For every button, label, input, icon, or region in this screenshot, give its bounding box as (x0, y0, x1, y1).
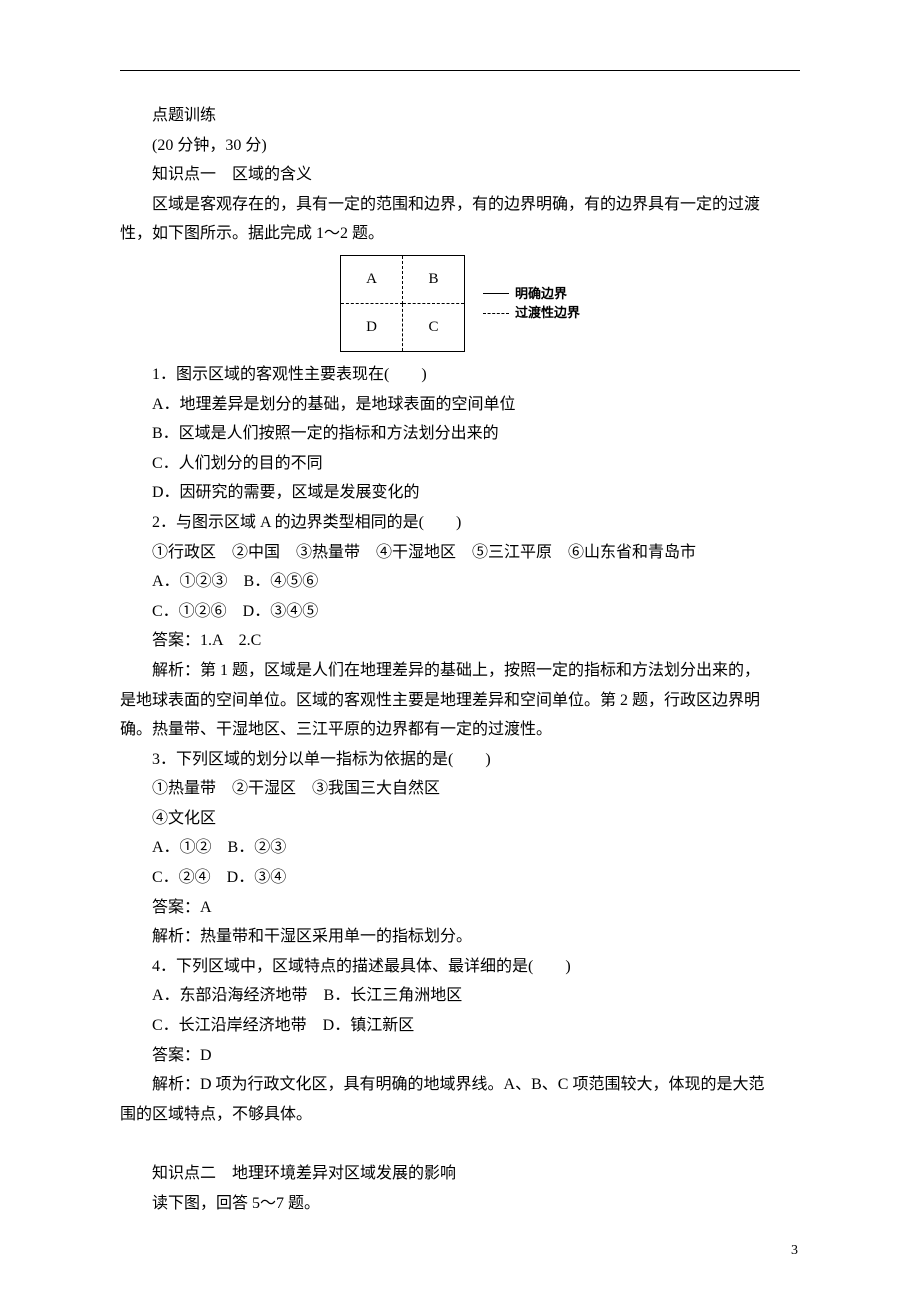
solid-line-icon (483, 293, 509, 294)
page-number: 3 (791, 1238, 798, 1264)
q3-opts1: A．①② B．②③ (120, 833, 800, 863)
horizontal-rule (120, 70, 800, 71)
diagram-legend: 明确边界 过渡性边界 (483, 284, 580, 323)
ans12-expl1: 解析：第 1 题，区域是人们在地理差异的基础上，按照一定的指标和方法划分出来的， (120, 656, 800, 686)
kp1-title: 知识点一 区域的含义 (120, 160, 800, 190)
timing-text: (20 分钟，30 分) (120, 131, 800, 161)
q3-answer: 答案：A (120, 893, 800, 923)
blank-line (120, 1129, 800, 1159)
diagram-grid: A B D C (340, 255, 465, 352)
q3-opts2: C．②④ D．③④ (120, 863, 800, 893)
q1-optB: B．区域是人们按照一定的指标和方法划分出来的 (120, 419, 800, 449)
dashed-line-icon (483, 313, 509, 314)
q3-items2: ④文化区 (120, 804, 800, 834)
ans12-answer: 答案：1.A 2.C (120, 626, 800, 656)
q3-stem: 3．下列区域的划分以单一指标为依据的是( ) (120, 745, 800, 775)
q1-optA: A．地理差异是划分的基础，是地球表面的空间单位 (120, 390, 800, 420)
q1-stem: 1．图示区域的客观性主要表现在( ) (120, 360, 800, 390)
q2-opts2: C．①②⑥ D．③④⑤ (120, 597, 800, 627)
legend-dashed-label: 过渡性边界 (515, 303, 580, 323)
ans12-expl2: 是地球表面的空间单位。区域的客观性主要是地理差异和空间单位。第 2 题，行政区边… (120, 686, 800, 716)
legend-solid-label: 明确边界 (515, 284, 567, 304)
kp2-instr: 读下图，回答 5～7 题。 (120, 1189, 800, 1219)
cell-d: D (340, 303, 402, 351)
region-diagram: A B D C 明确边界 过渡性边界 (120, 255, 800, 352)
q1-optC: C．人们划分的目的不同 (120, 449, 800, 479)
q4-expl2: 围的区域特点，不够具体。 (120, 1100, 800, 1130)
q1-optD: D．因研究的需要，区域是发展变化的 (120, 478, 800, 508)
q4-expl1: 解析：D 项为行政文化区，具有明确的地域界线。A、B、C 项范围较大，体现的是大… (120, 1070, 800, 1100)
section-title: 点题训练 (120, 101, 800, 131)
kp2-title: 知识点二 地理环境差异对区域发展的影响 (120, 1159, 800, 1189)
q4-opts2: C．长江沿岸经济地带 D．镇江新区 (120, 1011, 800, 1041)
legend-dashed: 过渡性边界 (483, 303, 580, 323)
cell-c: C (402, 303, 464, 351)
q4-opts1: A．东部沿海经济地带 B．长江三角洲地区 (120, 981, 800, 1011)
q3-expl: 解析：热量带和干湿区采用单一的指标划分。 (120, 922, 800, 952)
q4-stem: 4．下列区域中，区域特点的描述最具体、最详细的是( ) (120, 952, 800, 982)
ans12-expl3: 确。热量带、干湿地区、三江平原的边界都有一定的过渡性。 (120, 715, 800, 745)
q3-items1: ①热量带 ②干湿区 ③我国三大自然区 (120, 774, 800, 804)
intro-line1: 区域是客观存在的，具有一定的范围和边界，有的边界明确，有的边界具有一定的过渡 (120, 190, 800, 220)
legend-solid: 明确边界 (483, 284, 580, 304)
cell-a: A (340, 255, 402, 303)
q2-stem: 2．与图示区域 A 的边界类型相同的是( ) (120, 508, 800, 538)
intro-line2: 性，如下图所示。据此完成 1～2 题。 (120, 219, 800, 249)
q2-opts1: A．①②③ B．④⑤⑥ (120, 567, 800, 597)
q2-items: ①行政区 ②中国 ③热量带 ④干湿地区 ⑤三江平原 ⑥山东省和青岛市 (120, 538, 800, 568)
q4-answer: 答案：D (120, 1041, 800, 1071)
cell-b: B (402, 255, 464, 303)
